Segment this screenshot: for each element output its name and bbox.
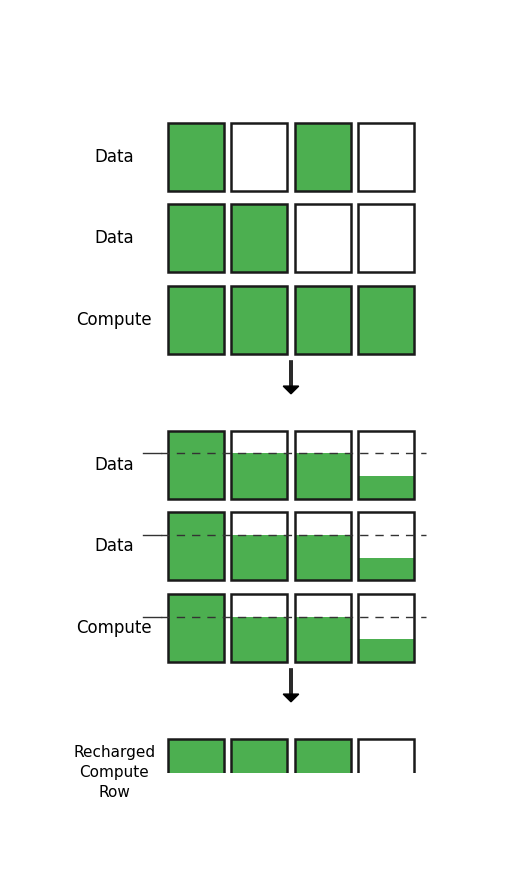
Bar (231, 204, 287, 272)
Bar (231, 123, 287, 190)
Bar (295, 739, 350, 806)
Text: Data: Data (94, 229, 134, 248)
Bar (295, 431, 350, 499)
Bar (359, 123, 414, 190)
Bar (231, 739, 287, 806)
Bar (231, 204, 287, 272)
Bar (359, 739, 414, 806)
Bar (359, 476, 414, 499)
Bar (231, 535, 287, 580)
Bar (231, 739, 287, 806)
Bar (359, 594, 414, 662)
Bar (295, 617, 350, 662)
Bar (168, 431, 224, 499)
Bar (168, 431, 224, 499)
Polygon shape (283, 386, 299, 394)
Bar (231, 617, 287, 662)
Bar (168, 594, 224, 662)
Bar (359, 431, 414, 499)
Bar (168, 286, 224, 354)
Bar (359, 739, 414, 806)
Bar (295, 286, 350, 354)
Bar (231, 286, 287, 354)
Bar (295, 204, 350, 272)
Bar (295, 454, 350, 499)
Bar (231, 739, 287, 806)
Bar (359, 594, 414, 662)
Bar (295, 123, 350, 190)
Bar (231, 123, 287, 190)
Bar (231, 431, 287, 499)
Bar (295, 123, 350, 190)
Bar (359, 286, 414, 354)
Bar (168, 123, 224, 190)
Bar (168, 123, 224, 190)
Bar (359, 558, 414, 580)
Bar (168, 286, 224, 354)
Bar (359, 513, 414, 580)
Bar (295, 431, 350, 499)
Bar (295, 513, 350, 580)
Bar (295, 739, 350, 806)
Bar (295, 594, 350, 662)
Bar (231, 513, 287, 580)
Bar (168, 513, 224, 580)
Bar (231, 204, 287, 272)
Bar (295, 123, 350, 190)
Bar (295, 513, 350, 580)
Bar (168, 431, 224, 499)
Bar (168, 204, 224, 272)
Bar (168, 204, 224, 272)
Bar (359, 123, 414, 190)
Text: Recharged
Compute
Row: Recharged Compute Row (73, 746, 156, 800)
Bar (168, 739, 224, 806)
Bar (231, 513, 287, 580)
Text: Compute: Compute (76, 619, 152, 637)
Bar (231, 594, 287, 662)
Bar (359, 513, 414, 580)
Bar (231, 286, 287, 354)
Bar (359, 204, 414, 272)
Text: Data: Data (94, 455, 134, 474)
Bar (231, 454, 287, 499)
Bar (168, 286, 224, 354)
Bar (359, 204, 414, 272)
Bar (295, 739, 350, 806)
Bar (359, 640, 414, 662)
Text: Data: Data (94, 537, 134, 555)
Bar (168, 204, 224, 272)
Text: Data: Data (94, 148, 134, 166)
Bar (168, 739, 224, 806)
Bar (295, 204, 350, 272)
Bar (168, 739, 224, 806)
Bar (168, 594, 224, 662)
Bar (295, 286, 350, 354)
Text: Compute: Compute (76, 311, 152, 328)
Bar (168, 123, 224, 190)
Bar (168, 513, 224, 580)
Bar (295, 535, 350, 580)
Bar (295, 286, 350, 354)
Bar (231, 286, 287, 354)
Bar (168, 594, 224, 662)
Polygon shape (283, 694, 299, 702)
Bar (168, 513, 224, 580)
Bar (359, 286, 414, 354)
Bar (231, 431, 287, 499)
Bar (359, 431, 414, 499)
Bar (295, 594, 350, 662)
Bar (231, 594, 287, 662)
Bar (359, 286, 414, 354)
